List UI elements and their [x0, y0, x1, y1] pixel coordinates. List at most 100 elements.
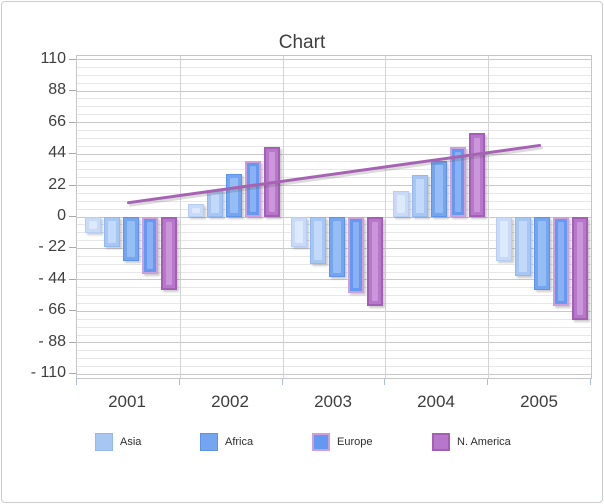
minor-gridline	[77, 287, 591, 288]
bar-africa-2004[interactable]	[431, 161, 447, 217]
y-axis-label: - 110	[30, 364, 66, 381]
y-axis-tick	[69, 59, 76, 60]
x-axis-label-2001: 2001	[108, 392, 146, 411]
minor-gridline	[77, 177, 591, 178]
bar-series1-2004[interactable]	[393, 191, 409, 217]
bar-europe-2003[interactable]	[348, 217, 364, 293]
minor-gridline	[77, 98, 591, 99]
legend-label: Asia	[120, 436, 142, 448]
bar-series1-2001[interactable]	[85, 217, 101, 233]
bar-highlight	[558, 222, 564, 301]
minor-gridline	[77, 193, 591, 194]
y-axis-label: - 44	[38, 270, 66, 287]
x-axis-tick	[282, 379, 283, 385]
minor-gridline	[77, 146, 591, 147]
minor-gridline	[77, 295, 591, 296]
minor-gridline	[77, 138, 591, 139]
legend-swatch	[200, 433, 218, 451]
bar-n-america-2001[interactable]	[161, 217, 177, 290]
major-gridline	[77, 154, 591, 155]
bar-highlight	[166, 222, 172, 285]
major-gridline	[77, 91, 591, 92]
bar-highlight	[108, 221, 116, 243]
x-axis-tick	[487, 379, 488, 385]
bar-europe-2001[interactable]	[142, 217, 158, 274]
y-axis-tick	[69, 122, 76, 123]
major-gridline	[77, 342, 591, 343]
bar-highlight	[353, 222, 359, 288]
bar-europe-2002[interactable]	[245, 161, 261, 217]
x-axis-tick	[76, 379, 77, 385]
minor-gridline	[77, 209, 591, 210]
legend-label: Europe	[337, 436, 373, 448]
minor-gridline	[77, 114, 591, 115]
bar-highlight	[192, 208, 200, 213]
bar-europe-2005[interactable]	[553, 217, 569, 306]
bar-africa-2002[interactable]	[226, 174, 242, 217]
y-axis-tick	[69, 153, 76, 154]
bar-series1-2002[interactable]	[188, 204, 204, 217]
major-gridline	[77, 122, 591, 123]
major-gridline	[77, 59, 591, 60]
y-axis-tick	[69, 247, 76, 248]
category-gridline	[180, 56, 181, 378]
bar-asia-2001[interactable]	[104, 217, 120, 247]
major-gridline	[77, 279, 591, 280]
minor-gridline	[77, 106, 591, 107]
minor-gridline	[77, 350, 591, 351]
bar-asia-2005[interactable]	[515, 217, 531, 276]
bar-highlight	[295, 221, 303, 243]
y-axis-label: 110	[40, 50, 66, 67]
bar-africa-2005[interactable]	[534, 217, 550, 290]
x-axis-tick	[384, 379, 385, 385]
bar-series1-2003[interactable]	[291, 217, 307, 247]
bar-highlight	[147, 222, 153, 269]
major-gridline	[77, 185, 591, 186]
plot-area	[76, 55, 592, 379]
y-axis-label: 66	[48, 113, 66, 130]
minor-gridline	[77, 67, 591, 68]
y-axis-label: 88	[48, 81, 66, 98]
bar-highlight	[211, 194, 219, 213]
bar-n-america-2004[interactable]	[469, 133, 485, 217]
bar-n-america-2005[interactable]	[572, 217, 588, 320]
x-axis-label-2003: 2003	[314, 392, 352, 411]
minor-gridline	[77, 366, 591, 367]
bar-highlight	[577, 222, 583, 315]
bar-africa-2003[interactable]	[329, 217, 345, 277]
bar-highlight	[538, 221, 546, 286]
minor-gridline	[77, 335, 591, 336]
y-axis-label: 0	[57, 207, 66, 224]
bar-asia-2002[interactable]	[207, 190, 223, 217]
bar-highlight	[397, 195, 405, 213]
y-axis-tick	[69, 373, 76, 374]
bar-asia-2003[interactable]	[310, 217, 326, 264]
bar-highlight	[333, 221, 341, 273]
chart-title: Chart	[278, 32, 326, 53]
minor-gridline	[77, 303, 591, 304]
y-axis-tick	[69, 342, 76, 343]
y-axis-label: - 22	[38, 238, 66, 255]
bar-highlight	[416, 179, 424, 213]
minor-gridline	[77, 169, 591, 170]
bar-highlight	[500, 221, 508, 257]
y-axis-tick	[69, 216, 76, 217]
legend-swatch	[95, 433, 113, 451]
x-axis-tick	[179, 379, 180, 385]
bar-n-america-2002[interactable]	[264, 147, 280, 217]
legend-swatch	[312, 433, 330, 451]
category-gridline	[488, 56, 489, 378]
bar-africa-2001[interactable]	[123, 217, 139, 261]
x-axis-label-2002: 2002	[211, 392, 249, 411]
bar-series1-2005[interactable]	[496, 217, 512, 261]
bar-asia-2004[interactable]	[412, 175, 428, 217]
bar-europe-2004[interactable]	[450, 147, 466, 217]
bar-highlight	[269, 152, 275, 212]
minor-gridline	[77, 319, 591, 320]
bar-n-america-2003[interactable]	[367, 217, 383, 306]
category-gridline	[385, 56, 386, 378]
bar-highlight	[455, 152, 461, 212]
legend-swatch	[432, 433, 450, 451]
minor-gridline	[77, 75, 591, 76]
